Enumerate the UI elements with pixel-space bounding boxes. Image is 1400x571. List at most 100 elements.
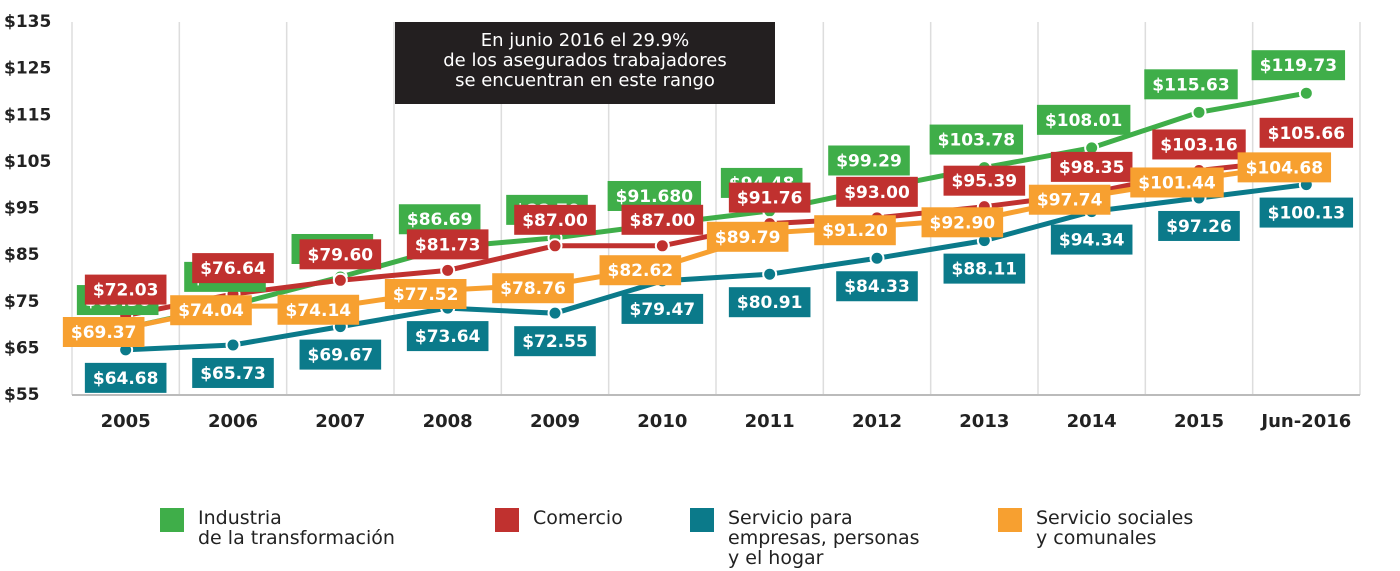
x-tick-label: 2010 [637,411,687,432]
point [1298,85,1314,101]
value-label: $82.62 [608,261,674,281]
value-label: $89.79 [715,228,781,248]
data-label: $79.47 [621,293,704,324]
value-label: $103.78 [938,131,1015,151]
data-label: $91.76 [728,182,811,213]
label-box [406,229,489,260]
data-label: $104.68 [1237,152,1332,183]
value-label: $95.39 [952,172,1018,192]
point [869,250,885,266]
legend-item: Industria de la transformación [160,508,395,548]
value-label: $97.26 [1166,217,1232,237]
data-label: $69.67 [299,339,382,370]
label-box [728,182,811,213]
data-label: $97.74 [1028,184,1111,215]
value-label: $93.00 [844,183,910,203]
y-tick-label: $135 [4,12,51,32]
data-label: $73.64 [406,321,489,352]
label-box [384,279,467,310]
data-label: $86.69 [398,204,481,235]
label-box [1130,167,1224,198]
data-label: $92.90 [921,207,1004,238]
x-tick-label: 2005 [101,411,151,432]
label-box [514,326,596,357]
value-label: $104.68 [1246,158,1323,178]
label-box [192,253,274,284]
y-tick-label: $55 [4,385,40,405]
label-box [828,145,910,176]
annotation: de los asegurados trabajadores [443,50,727,71]
x-tick-label: Jun-2016 [1259,411,1351,432]
value-label: $86.69 [407,210,473,230]
legend-label: Comercio [533,507,623,529]
data-label: $105.66 [1259,117,1354,148]
label-box [192,357,274,388]
value-label: $64.68 [93,369,159,389]
legend-swatch [495,508,519,532]
point [654,238,670,254]
y-tick-label: $65 [4,338,40,358]
x-tick-label: 2014 [1067,411,1117,432]
value-label: $119.73 [1260,56,1337,76]
label-box [84,362,167,393]
legend-label: Servicio sociales y comunales [1036,507,1194,549]
x-tick-label: 2015 [1174,411,1224,432]
legend-swatch [998,508,1022,532]
x-tick-label: 2011 [745,411,795,432]
data-label: $72.03 [84,274,167,305]
label-box [492,273,574,304]
data-label: $103.78 [929,124,1024,155]
point [547,238,563,254]
label-box [277,294,360,325]
data-label: $84.33 [836,271,918,302]
label-box [1028,184,1111,215]
legend-swatch [160,508,184,532]
value-label: $79.60 [308,245,374,265]
value-label: $108.01 [1045,111,1122,131]
legend-item: Comercio [495,508,623,532]
value-label: $87.00 [522,211,588,231]
chart: $55 $65 $75 $85 $95 $105 $115 $125 $135 2005 2006 2… [4,12,1361,432]
data-label: $82.62 [599,255,682,286]
label-box [836,271,918,302]
value-label: $91.680 [616,187,694,207]
data-label: $100.13 [1259,197,1354,228]
label-box [84,274,167,305]
data-label: $81.73 [406,229,489,260]
annotation: se encuentran en este rango [455,70,715,91]
label-box [1259,197,1354,228]
label-box [170,295,252,326]
legend-label: Servicio para empresas, personas y el ho… [728,507,920,569]
value-label: $91.20 [822,221,888,241]
label-box [398,204,481,235]
data-label: $65.73 [192,357,274,388]
label-box [1036,104,1131,135]
data-label: $88.11 [943,253,1026,284]
value-label: $88.11 [952,260,1018,280]
label-box [1237,152,1332,183]
value-label: $105.66 [1268,124,1345,144]
value-label: $80.91 [737,293,803,313]
label-box [1152,129,1246,160]
legend-item: Servicio para empresas, personas y el ho… [690,508,920,568]
label-box [1050,224,1133,255]
label-box [621,293,704,324]
data-label: $79.60 [299,239,382,270]
value-label: $84.33 [844,277,910,297]
label-box [299,239,382,270]
value-label: $99.29 [836,151,902,171]
value-label: $74.14 [286,301,352,321]
label-box [1158,210,1240,241]
value-label: $91.76 [737,189,803,209]
value-label: $65.73 [200,364,266,384]
data-label: $80.91 [728,287,811,318]
data-label: $74.04 [170,295,252,326]
label-box [814,215,896,246]
data-label: $78.76 [492,273,574,304]
label-box [706,221,789,252]
label-box [1144,69,1238,100]
value-label: $81.73 [415,235,481,255]
value-label: $97.74 [1037,191,1103,211]
data-label: $108.01 [1036,104,1131,135]
label-box [514,204,596,235]
